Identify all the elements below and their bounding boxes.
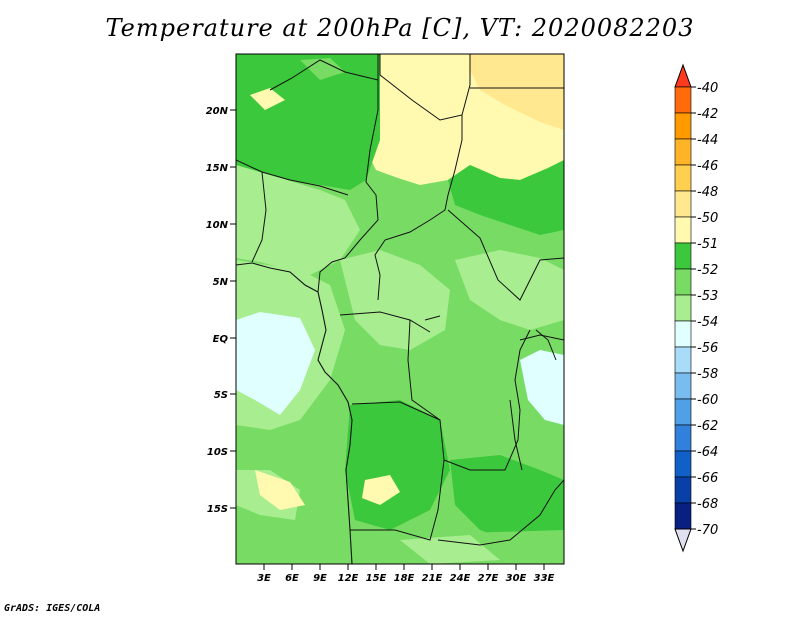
- x-label: 18E: [394, 573, 415, 584]
- colorbar-label: -51: [697, 237, 718, 252]
- colorbar-segment: [674, 164, 692, 192]
- colorbar-label: -42: [697, 107, 718, 122]
- x-label: 30E: [506, 573, 527, 584]
- x-label: 6E: [285, 573, 299, 584]
- map-title: Temperature at 200hPa [C], VT: 202008220…: [105, 14, 695, 42]
- colorbar-segment: [674, 424, 692, 452]
- colorbar-label: -44: [697, 133, 718, 148]
- colorbar-segment: [674, 138, 692, 166]
- colorbar-segment: [674, 450, 692, 478]
- colorbar-segment: [674, 86, 692, 114]
- x-label: 24E: [450, 573, 471, 584]
- x-label: 12E: [338, 573, 359, 584]
- y-label: 5N: [213, 277, 229, 288]
- footer-credit: GrADS: IGES/COLA: [4, 603, 101, 614]
- y-label: 15S: [207, 504, 228, 515]
- y-label: 10N: [206, 220, 229, 231]
- colorbar-label: -60: [697, 393, 718, 408]
- colorbar-top-arrow: [674, 63, 692, 88]
- colorbar-label: -50: [697, 211, 718, 226]
- colorbar-label: -68: [697, 497, 718, 512]
- colorbar-label: -54: [697, 315, 718, 330]
- y-label: 15N: [206, 163, 229, 174]
- colorbar-label: -64: [697, 445, 718, 460]
- colorbar-label: -40: [697, 81, 718, 96]
- colorbar-label: -56: [697, 341, 718, 356]
- x-label: 27E: [478, 573, 499, 584]
- x-label: 3E: [257, 573, 271, 584]
- colorbar-label: -70: [697, 523, 718, 538]
- colorbar-segment: [674, 190, 692, 218]
- axis-ticks: [230, 109, 545, 570]
- colorbar-segment: [674, 216, 692, 244]
- y-label: 5S: [214, 390, 228, 401]
- country-borders: [236, 54, 564, 564]
- y-label: 20N: [206, 106, 229, 117]
- x-label: 9E: [313, 573, 327, 584]
- temperature-field: [236, 54, 564, 564]
- y-label: EQ: [213, 334, 229, 345]
- colorbar-label: -48: [697, 185, 718, 200]
- colorbar: -40 -42 -44 -46 -48 -50 -51 -52 -53 -54 -56 -58 -60 -…: [674, 63, 718, 553]
- colorbar-label: -58: [697, 367, 718, 382]
- colorbar-label: -52: [697, 263, 718, 278]
- x-label: 15E: [366, 573, 387, 584]
- colorbar-segment: [674, 372, 692, 400]
- colorbar-segment: [674, 502, 692, 530]
- colorbar-segment: [674, 346, 692, 374]
- x-label: 21E: [422, 573, 443, 584]
- x-label: 33E: [534, 573, 555, 584]
- colorbar-segment: [674, 112, 692, 140]
- colorbar-segment: [674, 268, 692, 296]
- colorbar-segment: [674, 398, 692, 426]
- x-axis-labels: 3E 6E 9E 12E 15E 18E 21E 24E 27E 30E 33E: [257, 573, 554, 584]
- colorbar-segment: [674, 320, 692, 348]
- map-frame: [235, 53, 565, 565]
- y-label: 10S: [207, 447, 228, 458]
- colorbar-label: -62: [697, 419, 718, 434]
- colorbar-label: -53: [697, 289, 718, 304]
- colorbar-label: -66: [697, 471, 718, 486]
- y-axis-labels: 20N 15N 10N 5N EQ 5S 10S 15S: [206, 106, 229, 515]
- colorbar-label: -46: [697, 159, 718, 174]
- colorbar-segment: [674, 294, 692, 322]
- colorbar-bottom-arrow: [674, 528, 692, 553]
- colorbar-segment: [674, 476, 692, 504]
- colorbar-segment: [674, 242, 692, 270]
